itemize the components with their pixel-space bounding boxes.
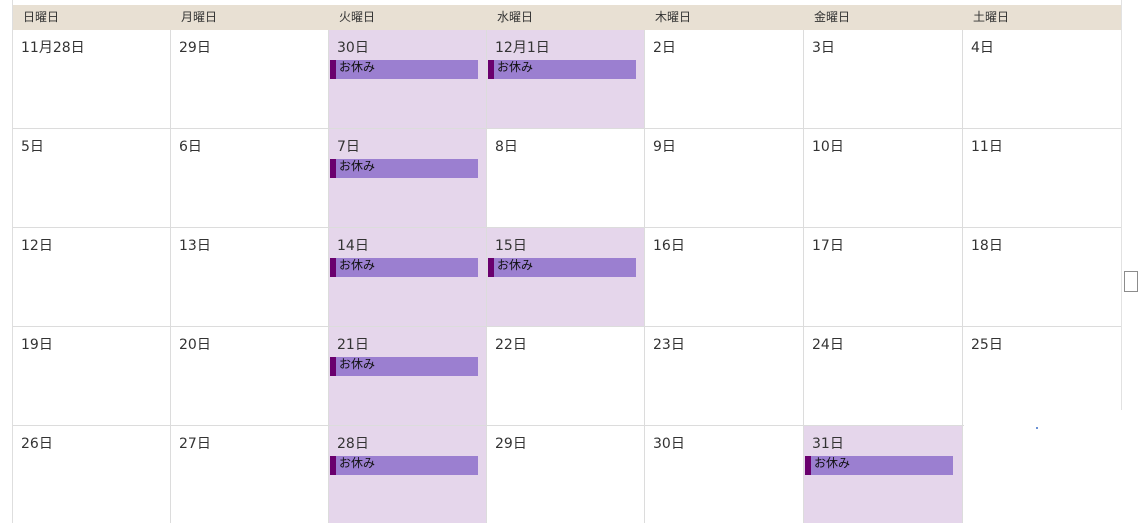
day-number: 5日	[21, 139, 44, 155]
day-number: 28日	[337, 436, 369, 452]
day-number: 7日	[337, 139, 360, 155]
day-cell[interactable]: 20日	[171, 327, 329, 425]
day-cell[interactable]: 8日	[487, 129, 645, 227]
day-number: 25日	[971, 337, 1003, 353]
day-cell[interactable]: 12月1日お休み	[487, 30, 645, 128]
day-number: 19日	[21, 337, 53, 353]
day-cell[interactable]: 5日	[13, 129, 171, 227]
day-cell[interactable]: 3日	[804, 30, 963, 128]
day-number: 11日	[971, 139, 1003, 155]
week-row: 11月28日 29日 30日 お休み 12月1日 お休み 2日 3日 4日	[13, 30, 1121, 129]
day-cell[interactable]: 12日	[13, 228, 171, 326]
week-row: 26日 27日 28日お休み 29日 30日 31日お休み	[13, 426, 1121, 523]
day-cell[interactable]: 11月28日	[13, 30, 171, 128]
day-number: 29日	[179, 40, 211, 56]
day-cell[interactable]: 9日	[645, 129, 804, 227]
day-number: 22日	[495, 337, 527, 353]
day-number: 12日	[21, 238, 53, 254]
day-number: 18日	[971, 238, 1003, 254]
day-cell[interactable]: 16日	[645, 228, 804, 326]
day-number: 13日	[179, 238, 211, 254]
weekday-header-5: 金曜日	[814, 10, 851, 24]
weekday-header-6: 土曜日	[973, 10, 1010, 24]
month-calendar: 日曜日 月曜日 火曜日 水曜日 木曜日 金曜日 土曜日 11月28日 29日 30日 お休み 12月…	[13, 0, 1121, 523]
day-number: 26日	[21, 436, 53, 452]
day-cell[interactable]: 7日お休み	[329, 129, 487, 227]
holiday-event[interactable]: お休み	[330, 456, 478, 475]
day-cell[interactable]: 25日	[963, 327, 1121, 425]
day-number: 14日	[337, 238, 369, 254]
weekday-header-1: 月曜日	[181, 10, 218, 24]
day-cell[interactable]: 26日	[13, 426, 171, 523]
week-row: 5日 6日 7日お休み 8日 9日 10日 11日	[13, 129, 1121, 228]
day-number: 20日	[179, 337, 211, 353]
day-cell[interactable]: 2日	[645, 30, 804, 128]
day-number: 27日	[179, 436, 211, 452]
cursor-dot	[1036, 427, 1038, 429]
day-number: 17日	[812, 238, 844, 254]
weekday-header-2: 火曜日	[339, 10, 376, 24]
day-cell[interactable]: 21日お休み	[329, 327, 487, 425]
day-cell[interactable]: 22日	[487, 327, 645, 425]
day-number: 31日	[812, 436, 844, 452]
holiday-event[interactable]: お休み	[330, 357, 478, 376]
day-number: 6日	[179, 139, 202, 155]
day-cell[interactable]: 30日	[645, 426, 804, 523]
day-number: 15日	[495, 238, 527, 254]
left-gutter	[0, 0, 13, 523]
day-number: 9日	[653, 139, 676, 155]
day-cell[interactable]: 17日	[804, 228, 963, 326]
day-cell[interactable]: 29日	[487, 426, 645, 523]
week-row: 19日 20日 21日お休み 22日 23日 24日 25日	[13, 327, 1121, 426]
day-cell[interactable]: 31日お休み	[804, 426, 963, 523]
holiday-event[interactable]: お休み	[330, 60, 478, 79]
day-number: 24日	[812, 337, 844, 353]
day-number: 4日	[971, 40, 994, 56]
day-cell[interactable]: 13日	[171, 228, 329, 326]
day-number: 8日	[495, 139, 518, 155]
weekday-header-row: 日曜日 月曜日 火曜日 水曜日 木曜日 金曜日 土曜日	[13, 5, 1121, 30]
day-cell[interactable]: 29日	[171, 30, 329, 128]
vertical-scrollbar[interactable]	[1121, 0, 1139, 523]
day-number: 21日	[337, 337, 369, 353]
day-number: 12月1日	[495, 40, 550, 56]
day-number: 11月28日	[21, 40, 85, 56]
day-number: 2日	[653, 40, 676, 56]
day-cell[interactable]: 11日	[963, 129, 1121, 227]
day-number: 30日	[337, 40, 369, 56]
holiday-event[interactable]: お休み	[488, 258, 636, 277]
holiday-event[interactable]: お休み	[805, 456, 953, 475]
day-cell[interactable]: 18日	[963, 228, 1121, 326]
day-cell[interactable]: 27日	[171, 426, 329, 523]
day-number: 23日	[653, 337, 685, 353]
day-cell[interactable]: 6日	[171, 129, 329, 227]
day-cell[interactable]: 23日	[645, 327, 804, 425]
holiday-event[interactable]: お休み	[330, 258, 478, 277]
day-cell[interactable]: 28日お休み	[329, 426, 487, 523]
holiday-event[interactable]: お休み	[488, 60, 636, 79]
overlay-blank-area	[964, 410, 1139, 523]
weekday-header-3: 水曜日	[497, 10, 534, 24]
weekday-header-0: 日曜日	[23, 10, 60, 24]
day-cell[interactable]: 10日	[804, 129, 963, 227]
scrollbar-thumb[interactable]	[1124, 271, 1138, 292]
day-number: 10日	[812, 139, 844, 155]
day-number: 3日	[812, 40, 835, 56]
weekday-header-4: 木曜日	[655, 10, 692, 24]
day-cell[interactable]: 30日お休み	[329, 30, 487, 128]
day-number: 30日	[653, 436, 685, 452]
day-cell[interactable]: 15日お休み	[487, 228, 645, 326]
week-row: 12日 13日 14日 お休み 15日 お休み 16日 17日 18日	[13, 228, 1121, 327]
day-cell[interactable]: 19日	[13, 327, 171, 425]
day-number: 29日	[495, 436, 527, 452]
day-cell[interactable]: 24日	[804, 327, 963, 425]
day-number: 16日	[653, 238, 685, 254]
day-cell[interactable]: 14日お休み	[329, 228, 487, 326]
holiday-event[interactable]: お休み	[330, 159, 478, 178]
day-cell[interactable]: 4日	[963, 30, 1121, 128]
